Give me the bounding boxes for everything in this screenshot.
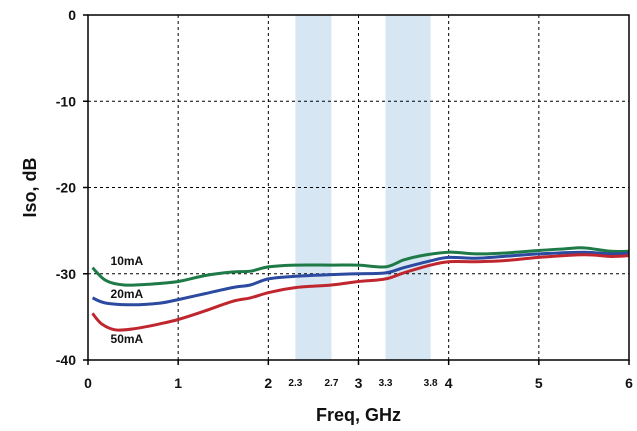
- x-tick-label: 2: [264, 375, 272, 391]
- x-tick-label: 1: [174, 375, 182, 391]
- x-band-edge-label: 3.3: [379, 378, 393, 389]
- series-line-20mA: [91, 250, 630, 307]
- series-labels: 10mA 20mA 50mA: [111, 254, 144, 346]
- grid: [88, 15, 629, 360]
- series-lines: [91, 246, 630, 332]
- x-band-edge-label: 2.7: [324, 378, 338, 389]
- y-tick-label: -40: [56, 352, 76, 368]
- series-line-10mA: [91, 246, 630, 287]
- y-tick-label: -20: [56, 180, 76, 196]
- frequency-bands: [295, 15, 431, 360]
- y-tick-labels: 0 -10 -20 -30 -40: [56, 7, 88, 368]
- x-tick-label: 4: [445, 375, 453, 391]
- x-axis-title: Freq, GHz: [316, 405, 401, 425]
- x-tick-label: 6: [625, 375, 633, 391]
- x-tick-labels: 0 1 2 3 4 5 6 2.3 2.7 3.3 3.8: [84, 360, 633, 391]
- band-0: [295, 15, 332, 360]
- y-tick-label: -10: [56, 93, 76, 109]
- series-label-10mA: 10mA: [111, 254, 144, 268]
- x-tick-label: 5: [535, 375, 543, 391]
- series-label-50mA: 50mA: [111, 332, 144, 346]
- y-axis-title: Iso, dB: [20, 157, 40, 217]
- x-tick-label: 0: [84, 375, 92, 391]
- y-tick-label: 0: [68, 7, 76, 23]
- series-label-20mA: 20mA: [111, 287, 144, 301]
- x-tick-label: 3: [355, 375, 363, 391]
- y-tick-label: -30: [56, 266, 76, 282]
- series-line-50mA: [91, 253, 630, 332]
- x-band-edge-label: 2.3: [288, 378, 302, 389]
- x-band-edge-label: 3.8: [424, 378, 438, 389]
